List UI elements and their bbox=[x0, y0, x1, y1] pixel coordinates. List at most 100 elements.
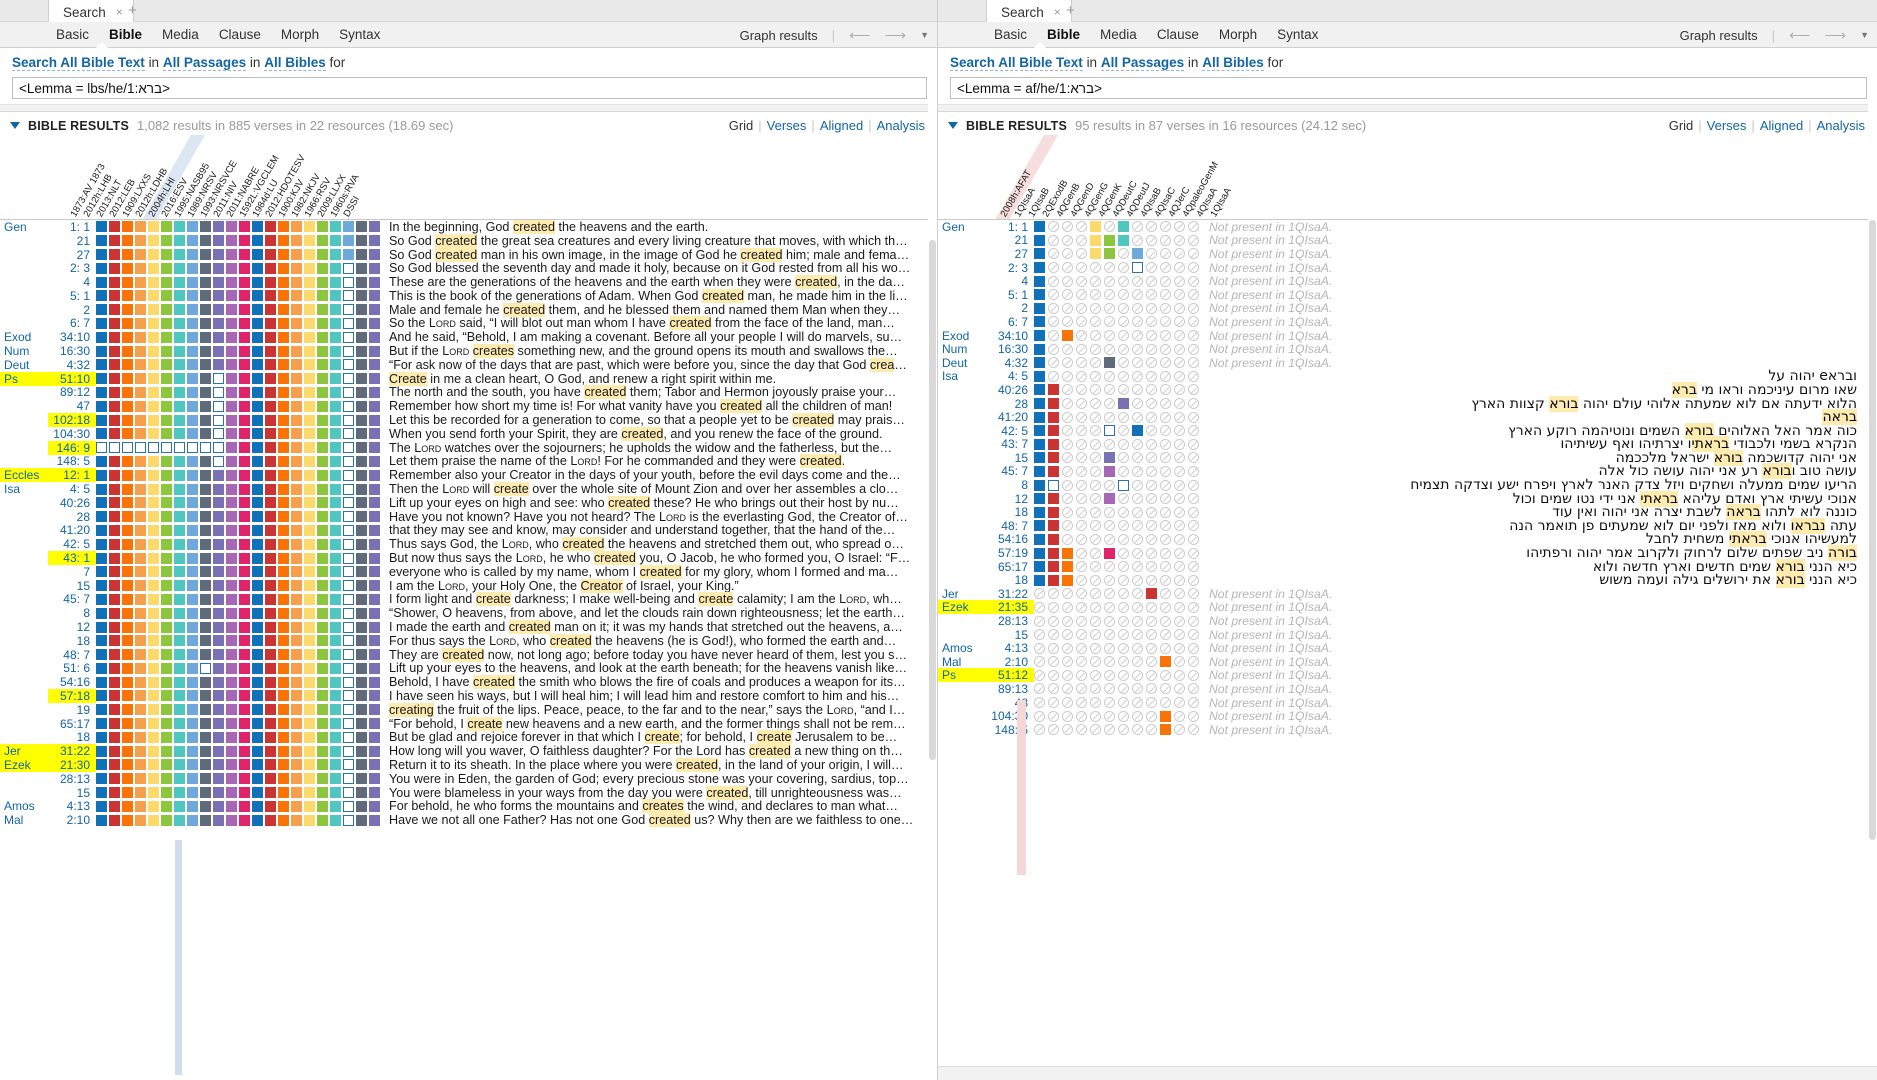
resource-cell[interactable] bbox=[1104, 724, 1115, 736]
resource-cell[interactable] bbox=[278, 538, 289, 550]
resource-cell[interactable] bbox=[1146, 629, 1157, 641]
verse-reference[interactable]: 104:30 bbox=[53, 426, 90, 441]
verse-text[interactable]: You were blameless in your ways from the… bbox=[389, 785, 902, 800]
resource-cell[interactable] bbox=[1062, 262, 1073, 274]
menu-basic[interactable]: Basic bbox=[994, 27, 1028, 42]
resource-cell[interactable] bbox=[1090, 724, 1101, 736]
resource-cell[interactable] bbox=[213, 414, 224, 426]
resource-cell[interactable] bbox=[369, 773, 380, 785]
resource-cell[interactable] bbox=[187, 483, 198, 495]
resource-cell[interactable] bbox=[1160, 275, 1171, 287]
verse-text[interactable]: Male and female he created them, and he … bbox=[389, 302, 901, 317]
resource-cell[interactable] bbox=[1076, 697, 1087, 709]
resource-cell[interactable] bbox=[213, 359, 224, 371]
resource-cell[interactable] bbox=[1048, 683, 1059, 695]
table-row[interactable]: Jer 31:22 How long will you waver, O faith… bbox=[0, 744, 937, 759]
verse-reference[interactable]: 28 bbox=[1014, 396, 1028, 411]
verse-reference[interactable]: 31:22 bbox=[48, 744, 96, 759]
resource-cell[interactable] bbox=[1062, 615, 1073, 627]
resource-cell[interactable] bbox=[343, 373, 354, 385]
resource-cell[interactable] bbox=[304, 511, 315, 523]
resource-cell[interactable] bbox=[1034, 642, 1045, 654]
resource-cell[interactable] bbox=[1076, 357, 1087, 369]
resource-cell[interactable] bbox=[187, 359, 198, 371]
resource-cell[interactable] bbox=[343, 331, 354, 343]
resource-cell[interactable] bbox=[1160, 411, 1171, 423]
table-row[interactable]: Amos 4:13 Not present in 1QIsaA. bbox=[938, 641, 1877, 655]
resource-cell[interactable] bbox=[330, 414, 341, 426]
resource-cell[interactable] bbox=[1076, 547, 1087, 559]
resource-cell[interactable] bbox=[356, 442, 367, 454]
resource-cell[interactable] bbox=[278, 455, 289, 467]
resource-cell[interactable] bbox=[1132, 302, 1143, 314]
resource-cell[interactable] bbox=[200, 662, 211, 674]
resource-cell[interactable] bbox=[330, 483, 341, 495]
verse-reference[interactable]: 21 bbox=[76, 233, 90, 248]
resource-cell[interactable] bbox=[252, 745, 263, 757]
resource-cell[interactable] bbox=[1132, 289, 1143, 301]
hebrew-verse-text[interactable]: כוה אמר האל האלוהים בורא השמים ונוטיהמה … bbox=[1508, 422, 1857, 439]
resource-cell[interactable] bbox=[1048, 330, 1059, 342]
resource-cell[interactable] bbox=[174, 552, 185, 564]
resource-cell[interactable] bbox=[1062, 425, 1073, 437]
resource-cell[interactable] bbox=[1048, 656, 1059, 668]
hebrew-verse-text[interactable]: כיא הנני בורא את ירושלים גילה ועמה משוש bbox=[1599, 572, 1857, 589]
resource-cell[interactable] bbox=[161, 635, 172, 647]
view-grid[interactable]: Grid bbox=[1668, 118, 1694, 133]
resource-cell[interactable] bbox=[330, 621, 341, 633]
resource-cell[interactable] bbox=[1146, 656, 1157, 668]
resource-cell[interactable] bbox=[1118, 493, 1129, 505]
resource-cell[interactable] bbox=[252, 649, 263, 661]
resource-cell[interactable] bbox=[1104, 506, 1115, 518]
resource-cell[interactable] bbox=[356, 800, 367, 812]
resource-cell[interactable] bbox=[135, 248, 146, 260]
verse-reference[interactable]: 4: 5 bbox=[1007, 369, 1028, 384]
verse-reference[interactable]: 27 bbox=[1014, 246, 1028, 261]
resource-cell[interactable] bbox=[161, 676, 172, 688]
resource-cell[interactable] bbox=[161, 290, 172, 302]
resource-cell[interactable] bbox=[1062, 411, 1073, 423]
graph-results-link[interactable]: Graph results bbox=[1679, 27, 1758, 43]
resource-cell[interactable] bbox=[1034, 357, 1045, 369]
resource-cell[interactable] bbox=[1188, 262, 1199, 274]
resource-cell[interactable] bbox=[1146, 425, 1157, 437]
resource-cell[interactable] bbox=[239, 621, 250, 633]
resource-cell[interactable] bbox=[122, 635, 133, 647]
resource-cell[interactable] bbox=[265, 814, 276, 826]
resource-cell[interactable] bbox=[304, 745, 315, 757]
resource-cell[interactable] bbox=[278, 442, 289, 454]
resource-cell[interactable] bbox=[226, 593, 237, 605]
resource-cell[interactable] bbox=[122, 483, 133, 495]
resource-cell[interactable] bbox=[252, 331, 263, 343]
resource-cell[interactable] bbox=[356, 731, 367, 743]
resource-cell[interactable] bbox=[200, 718, 211, 730]
verse-reference[interactable]: 16:30 bbox=[997, 342, 1028, 357]
resource-cell[interactable] bbox=[265, 511, 276, 523]
resource-cell[interactable] bbox=[200, 524, 211, 536]
table-row[interactable]: 40:26 שאו מרום עיניכמה וראו מי ברא bbox=[938, 381, 1877, 398]
table-row[interactable]: 15 Not present in 1QIsaA. bbox=[938, 628, 1877, 642]
resource-cell[interactable] bbox=[1188, 479, 1199, 491]
resource-cell[interactable] bbox=[304, 428, 315, 440]
resource-cell[interactable] bbox=[239, 759, 250, 771]
resource-cell[interactable] bbox=[226, 331, 237, 343]
resource-cell[interactable] bbox=[213, 704, 224, 716]
resource-cell[interactable] bbox=[330, 290, 341, 302]
verse-text[interactable]: The Lord watches over the sojourners; he… bbox=[389, 440, 893, 455]
resource-cell[interactable] bbox=[239, 814, 250, 826]
resource-cell[interactable] bbox=[343, 566, 354, 578]
search-scope-passages[interactable]: All Passages bbox=[1100, 55, 1185, 71]
resource-cell[interactable] bbox=[304, 400, 315, 412]
chevron-down-icon[interactable] bbox=[10, 122, 20, 129]
verse-reference[interactable]: 43: 7 bbox=[1001, 437, 1028, 452]
resource-cell[interactable] bbox=[239, 731, 250, 743]
resource-cell[interactable] bbox=[1188, 629, 1199, 641]
resource-cell[interactable] bbox=[317, 607, 328, 619]
resource-cell[interactable] bbox=[369, 455, 380, 467]
resource-cell[interactable] bbox=[1034, 465, 1045, 477]
resource-cell[interactable] bbox=[1062, 669, 1073, 681]
resource-cell[interactable] bbox=[1090, 289, 1101, 301]
resource-cell[interactable] bbox=[291, 635, 302, 647]
resource-cell[interactable] bbox=[239, 221, 250, 233]
resource-cell[interactable] bbox=[291, 276, 302, 288]
